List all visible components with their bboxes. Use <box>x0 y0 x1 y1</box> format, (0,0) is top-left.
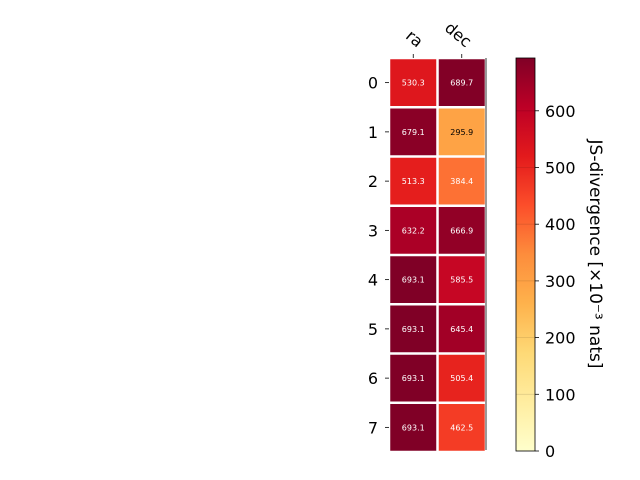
cell-value-label: 295.9 <box>450 128 473 137</box>
row-label: 5 <box>368 320 378 339</box>
row-label: 3 <box>368 221 378 240</box>
column-label: dec <box>441 18 475 51</box>
heatmap-cell <box>438 108 485 156</box>
cell-value-label: 693.1 <box>402 374 425 383</box>
colorbar-tick-label: 500 <box>545 158 576 177</box>
colorbar-tick-label: 0 <box>545 442 555 461</box>
heatmap-cell <box>390 157 437 205</box>
heatmap-cell <box>390 404 437 451</box>
heatmap-cell <box>390 305 437 353</box>
colorbar-tick-label: 400 <box>545 215 576 234</box>
heatmap-cells: 530.3 689.7 679.1 295.9 513.3 384.4 632.2 666.9… <box>390 59 485 451</box>
column-label: ra <box>402 26 427 51</box>
row-label: 6 <box>368 369 378 388</box>
colorbar-tick-label: 600 <box>545 102 576 121</box>
heatmap-cell <box>438 207 485 254</box>
heatmap-cell <box>390 354 437 402</box>
cell-value-label: 693.1 <box>402 276 425 285</box>
cell-value-label: 505.4 <box>450 374 473 383</box>
cell-value-label: 462.5 <box>450 423 473 432</box>
colorbar-tick-label: 200 <box>545 329 576 348</box>
cell-value-label: 530.3 <box>402 79 425 88</box>
heatmap-cell <box>390 256 437 303</box>
cell-value-label: 693.1 <box>402 325 425 334</box>
column-labels: ra dec <box>402 18 475 58</box>
heatmap-cell <box>438 354 485 402</box>
row-label: 1 <box>368 123 378 142</box>
cell-value-label: 585.5 <box>450 276 473 285</box>
colorbar <box>515 57 536 452</box>
colorbar-ticks: 0 100 200 300 400 500 600 <box>516 102 576 461</box>
cell-value-label: 632.2 <box>402 226 425 235</box>
heatmap-cell <box>438 305 485 353</box>
row-labels: 0 1 2 3 4 5 6 7 <box>368 74 389 437</box>
row-label: 7 <box>368 418 378 437</box>
heatmap-cell <box>438 404 485 451</box>
cell-value-label: 693.1 <box>402 423 425 432</box>
heatmap-cell <box>438 59 485 106</box>
heatmap-cell <box>390 108 437 156</box>
cell-value-label: 689.7 <box>450 79 473 88</box>
heatmap-cell <box>438 157 485 205</box>
row-label: 2 <box>368 172 378 191</box>
colorbar-label: JS-divergence [×10⁻³ nats] <box>585 139 605 369</box>
cell-value-label: 679.1 <box>402 128 425 137</box>
cell-value-label: 384.4 <box>450 177 473 186</box>
cell-value-label: 645.4 <box>450 325 473 334</box>
cell-value-label: 513.3 <box>402 177 425 186</box>
heatmap-cell <box>438 256 485 303</box>
colorbar-tick-label: 100 <box>545 385 576 404</box>
cell-value-label: 666.9 <box>450 226 473 235</box>
heatmap-cell <box>390 207 437 254</box>
colorbar-tick-label: 300 <box>545 272 576 291</box>
row-label: 4 <box>368 271 378 290</box>
heatmap-cell <box>390 59 437 106</box>
row-label: 0 <box>368 74 378 93</box>
